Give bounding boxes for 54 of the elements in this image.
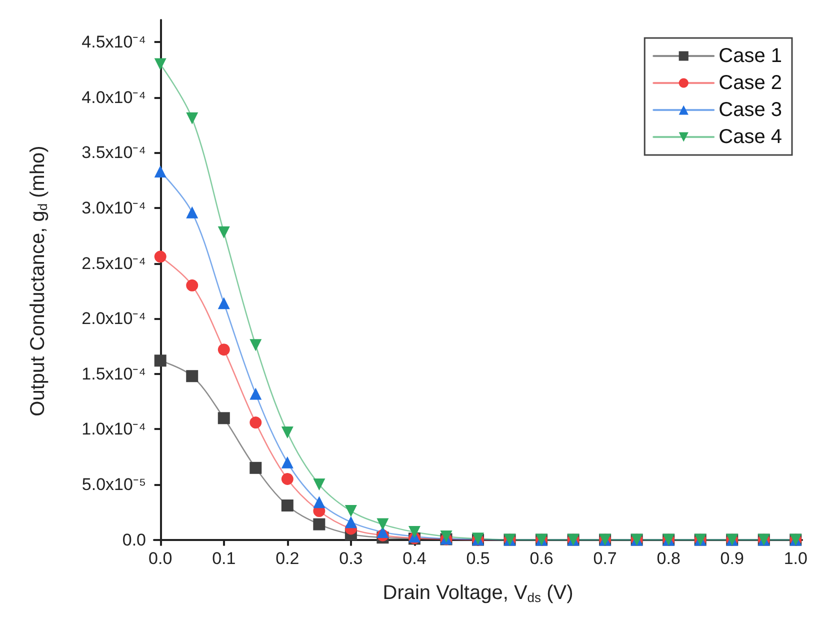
point xyxy=(186,370,198,382)
legend-label: Case 2 xyxy=(718,72,782,94)
point xyxy=(376,518,389,530)
legend-label: Case 4 xyxy=(718,126,782,148)
legend-label: Case 1 xyxy=(718,45,782,67)
y-axis-title: Output Conductance, gd (mho) xyxy=(27,146,50,416)
x-tick-label: 0.4 xyxy=(402,549,426,568)
point xyxy=(154,250,166,263)
x-tick-label: 0.2 xyxy=(276,549,300,568)
point xyxy=(313,518,326,530)
point xyxy=(281,426,294,439)
y-tick-label: 4.0x10⁻⁴ xyxy=(82,88,146,107)
x-tick-label: 0.3 xyxy=(339,549,363,568)
y-tick-label: 1.5x10⁻⁴ xyxy=(82,364,146,384)
x-tick-label: 0.0 xyxy=(148,549,172,568)
point xyxy=(250,462,262,474)
point xyxy=(281,500,294,512)
point xyxy=(218,412,230,424)
point xyxy=(218,344,230,356)
point xyxy=(281,472,294,485)
point xyxy=(344,516,357,528)
y-tick-label: 1.0x10⁻⁴ xyxy=(82,420,146,439)
x-tick-label: 1.0 xyxy=(784,549,808,568)
point xyxy=(186,279,198,292)
point xyxy=(218,226,230,238)
point xyxy=(250,416,262,429)
x-tick-label: 0.1 xyxy=(212,549,236,568)
y-tick-label: 2.0x10⁻⁴ xyxy=(82,309,146,328)
point xyxy=(186,206,198,218)
x-tick-label: 0.5 xyxy=(466,549,490,568)
x-tick-label: 0.8 xyxy=(656,549,680,568)
y-tick-label: 3.0x10⁻⁴ xyxy=(82,198,146,218)
x-tick-label: 0.6 xyxy=(530,549,554,568)
point xyxy=(408,526,420,538)
point xyxy=(313,496,326,508)
point xyxy=(250,388,262,400)
point xyxy=(154,58,166,70)
point xyxy=(440,530,452,542)
point xyxy=(186,112,198,124)
point xyxy=(250,339,262,352)
point xyxy=(313,478,326,490)
point xyxy=(344,505,357,518)
x-tick-label: 0.7 xyxy=(593,549,617,568)
y-tick-label: 5.0x10⁻⁵ xyxy=(82,474,146,494)
y-tick-label: 4.5x10⁻⁴ xyxy=(82,32,146,52)
y-tick-label: 2.5x10⁻⁴ xyxy=(82,254,146,273)
legend-label: Case 3 xyxy=(718,99,782,121)
point xyxy=(281,456,294,468)
y-tick-label: 0.0 xyxy=(122,530,146,550)
point xyxy=(154,166,166,178)
point xyxy=(218,297,230,310)
x-tick-label: 0.9 xyxy=(720,549,744,568)
y-tick-label: 3.5x10⁻⁴ xyxy=(82,143,146,162)
point xyxy=(154,354,166,367)
